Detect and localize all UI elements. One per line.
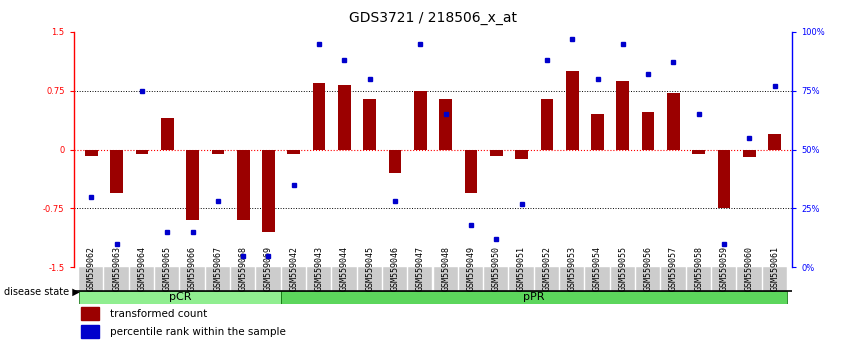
Bar: [211, 150, 224, 154]
Text: GSM559066: GSM559066: [188, 246, 197, 291]
FancyBboxPatch shape: [687, 267, 711, 291]
FancyBboxPatch shape: [231, 267, 255, 291]
Bar: [364, 98, 376, 150]
Text: pCR: pCR: [169, 292, 191, 302]
Text: GSM559055: GSM559055: [618, 246, 627, 291]
Bar: [565, 71, 578, 150]
Text: GSM559063: GSM559063: [112, 246, 121, 291]
Text: GSM559060: GSM559060: [745, 246, 754, 291]
FancyBboxPatch shape: [484, 267, 508, 291]
Bar: [389, 150, 401, 173]
Bar: [81, 325, 99, 338]
Text: GSM559052: GSM559052: [542, 246, 552, 291]
Bar: [667, 93, 680, 150]
FancyBboxPatch shape: [333, 267, 357, 291]
Text: GSM559056: GSM559056: [643, 246, 653, 291]
Text: GSM559048: GSM559048: [441, 246, 450, 291]
Text: GDS3721 / 218506_x_at: GDS3721 / 218506_x_at: [349, 11, 517, 25]
FancyBboxPatch shape: [737, 267, 761, 291]
FancyBboxPatch shape: [611, 267, 635, 291]
FancyBboxPatch shape: [585, 267, 610, 291]
Text: GSM559059: GSM559059: [720, 246, 728, 291]
FancyBboxPatch shape: [358, 267, 382, 291]
FancyBboxPatch shape: [383, 267, 407, 291]
Bar: [768, 134, 781, 150]
FancyBboxPatch shape: [434, 267, 458, 291]
FancyBboxPatch shape: [560, 267, 585, 291]
Bar: [237, 150, 249, 220]
Bar: [79, 291, 281, 304]
Bar: [161, 118, 173, 150]
Bar: [465, 150, 477, 193]
FancyBboxPatch shape: [509, 267, 533, 291]
Bar: [414, 91, 427, 150]
Bar: [718, 150, 730, 209]
FancyBboxPatch shape: [79, 267, 103, 291]
FancyBboxPatch shape: [763, 267, 787, 291]
Bar: [110, 150, 123, 193]
Text: disease state ▶: disease state ▶: [4, 287, 80, 297]
Text: pPR: pPR: [523, 292, 545, 302]
Text: GSM559042: GSM559042: [289, 246, 298, 291]
Bar: [136, 150, 148, 154]
Text: GSM559043: GSM559043: [314, 246, 324, 291]
FancyBboxPatch shape: [105, 267, 129, 291]
Bar: [693, 150, 705, 154]
Text: GSM559061: GSM559061: [770, 246, 779, 291]
FancyBboxPatch shape: [256, 267, 281, 291]
Bar: [81, 307, 99, 320]
Text: GSM559069: GSM559069: [264, 246, 273, 291]
Text: GSM559047: GSM559047: [416, 246, 425, 291]
FancyBboxPatch shape: [206, 267, 230, 291]
FancyBboxPatch shape: [155, 267, 179, 291]
Text: GSM559064: GSM559064: [138, 246, 146, 291]
FancyBboxPatch shape: [636, 267, 660, 291]
Bar: [515, 150, 528, 159]
FancyBboxPatch shape: [534, 267, 559, 291]
Bar: [591, 114, 604, 150]
Text: percentile rank within the sample: percentile rank within the sample: [109, 327, 286, 337]
Bar: [281, 291, 787, 304]
Bar: [186, 150, 199, 220]
Bar: [338, 85, 351, 150]
Text: GSM559058: GSM559058: [695, 246, 703, 291]
Text: GSM559054: GSM559054: [593, 246, 602, 291]
Text: GSM559045: GSM559045: [365, 246, 374, 291]
Bar: [743, 150, 756, 158]
Text: GSM559049: GSM559049: [467, 246, 475, 291]
Text: GSM559051: GSM559051: [517, 246, 526, 291]
Text: GSM559067: GSM559067: [213, 246, 223, 291]
Bar: [642, 112, 655, 150]
Bar: [288, 150, 301, 154]
Text: GSM559053: GSM559053: [568, 246, 577, 291]
Text: GSM559057: GSM559057: [669, 246, 678, 291]
FancyBboxPatch shape: [307, 267, 332, 291]
Text: GSM559068: GSM559068: [239, 246, 248, 291]
Text: GSM559065: GSM559065: [163, 246, 171, 291]
Text: GSM559050: GSM559050: [492, 246, 501, 291]
Bar: [540, 98, 553, 150]
FancyBboxPatch shape: [130, 267, 154, 291]
FancyBboxPatch shape: [712, 267, 736, 291]
FancyBboxPatch shape: [662, 267, 686, 291]
Bar: [262, 150, 275, 232]
Bar: [617, 81, 629, 150]
Text: GSM559062: GSM559062: [87, 246, 96, 291]
Text: GSM559044: GSM559044: [340, 246, 349, 291]
FancyBboxPatch shape: [281, 267, 306, 291]
FancyBboxPatch shape: [459, 267, 483, 291]
FancyBboxPatch shape: [408, 267, 432, 291]
Text: GSM559046: GSM559046: [391, 246, 399, 291]
Bar: [85, 150, 98, 156]
Bar: [490, 150, 502, 156]
Bar: [439, 98, 452, 150]
Bar: [313, 83, 326, 150]
FancyBboxPatch shape: [180, 267, 204, 291]
Text: transformed count: transformed count: [109, 309, 207, 319]
